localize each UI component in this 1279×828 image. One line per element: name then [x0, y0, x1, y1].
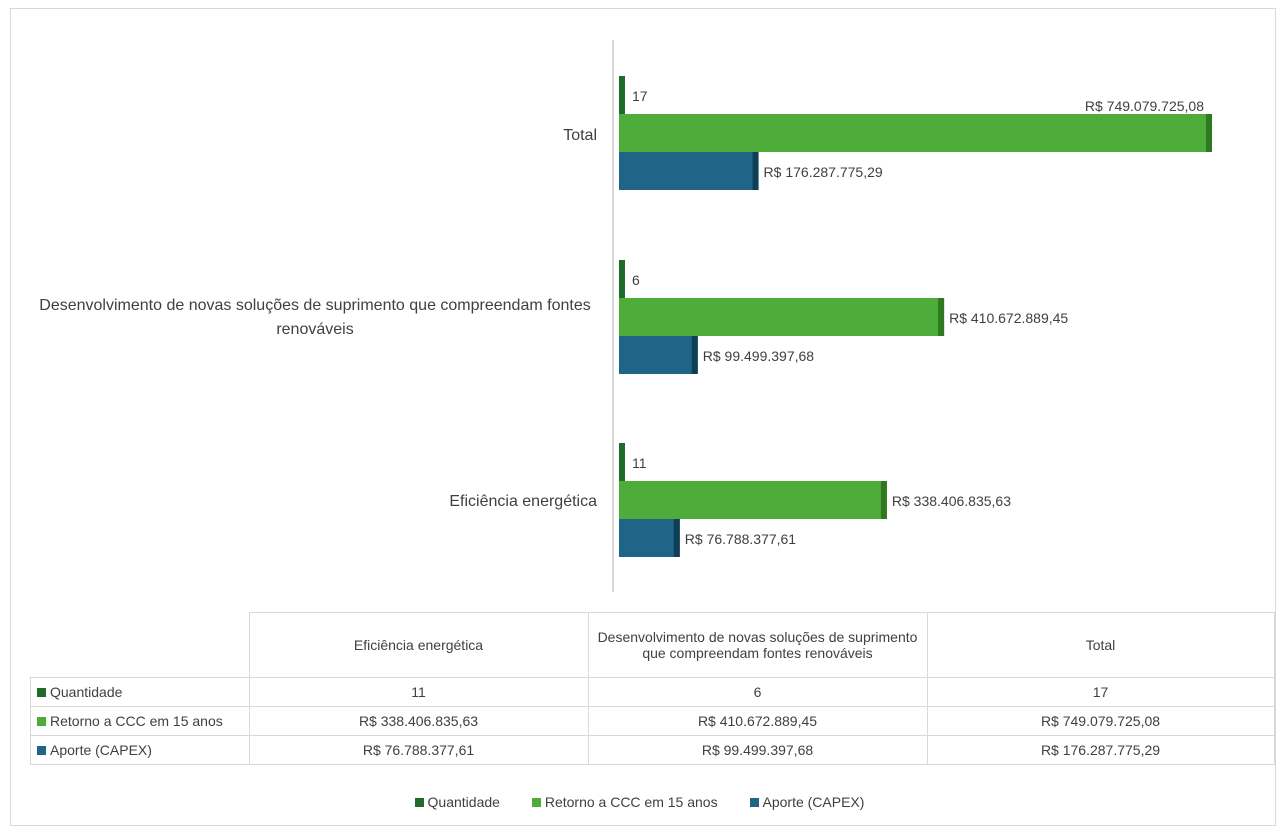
bar-quantidade-2	[619, 76, 625, 114]
data-label: R$ 99.499.397,68	[703, 348, 815, 364]
data-label: 6	[632, 272, 640, 288]
legend-item: Retorno a CCC em 15 anos	[531, 794, 718, 810]
legend-swatch	[531, 798, 541, 807]
table-row: Retorno a CCC em 15 anos R$ 338.406.835,…	[30, 706, 1275, 736]
table-cell: R$ 410.672.889,45	[587, 706, 928, 736]
table-cell: 17	[926, 677, 1275, 707]
table-row: Aporte (CAPEX) R$ 76.788.377,61 R$ 99.49…	[30, 735, 1275, 765]
bar-retorno-a-ccc-em-15-anos-1	[619, 298, 945, 336]
table-row-label: Quantidade	[30, 677, 250, 707]
category-label-eficiencia: Eficiência energética	[449, 493, 597, 510]
data-label: 17	[632, 88, 648, 104]
category-label-total: Total	[563, 127, 597, 144]
table-header: Desenvolvimento de novas soluções de sup…	[587, 612, 928, 678]
data-label: 11	[632, 455, 647, 471]
bar-retorno-a-ccc-em-15-anos-0	[619, 481, 887, 519]
table-cell: R$ 749.079.725,08	[926, 706, 1275, 736]
data-label: R$ 749.079.725,08	[1085, 98, 1204, 114]
table-row-label: Aporte (CAPEX)	[30, 735, 250, 765]
table-row: Quantidade 11 6 17	[30, 677, 1275, 707]
table-header: Total	[926, 612, 1275, 678]
table-cell: R$ 99.499.397,68	[587, 735, 928, 765]
data-label: R$ 76.788.377,61	[685, 531, 797, 547]
legend-item: Quantidade	[414, 794, 500, 810]
table-cell: 11	[248, 677, 589, 707]
bar-edge	[880, 481, 887, 519]
bar-edge	[938, 298, 945, 336]
bar-chart: 11 R$ 338.406.835,63 R$ 76.788.377,61 6 R$ 4…	[612, 40, 1212, 592]
bar-retorno-a-ccc-em-15-anos-2	[619, 114, 1212, 152]
legend-item: Aporte (CAPEX)	[749, 794, 864, 810]
category-label-renovaveis: Desenvolvimento de novas soluções de sup…	[39, 297, 591, 338]
bar-quantidade-1	[619, 260, 625, 298]
table-cell: R$ 176.287.775,29	[926, 735, 1275, 765]
bar-aporte-capex--1	[619, 336, 698, 374]
swatch-retorno	[37, 717, 46, 726]
legend-swatch	[749, 798, 759, 807]
table-row-label: Retorno a CCC em 15 anos	[30, 706, 250, 736]
bar-quantidade-0	[619, 443, 625, 481]
table-corner	[30, 612, 250, 678]
swatch-aporte	[37, 746, 46, 755]
data-table: Eficiência energética Desenvolvimento de…	[30, 612, 1275, 765]
bar-aporte-capex--2	[619, 152, 759, 190]
table-cell: R$ 76.788.377,61	[248, 735, 589, 765]
data-label: R$ 410.672.889,45	[949, 310, 1068, 326]
data-label: R$ 176.287.775,29	[764, 164, 883, 180]
legend-swatch	[414, 798, 424, 807]
bar-aporte-capex--0	[619, 519, 680, 557]
table-cell: 6	[587, 677, 928, 707]
bar-edge	[752, 152, 759, 190]
data-label: R$ 338.406.835,63	[892, 493, 1011, 509]
bar-edge	[673, 519, 680, 557]
legend: Quantidade Retorno a CCC em 15 anos Apor…	[0, 794, 1279, 810]
table-header: Eficiência energética	[248, 612, 589, 678]
chart-frame	[10, 8, 1276, 826]
bar-edge	[691, 336, 698, 374]
table-cell: R$ 338.406.835,63	[248, 706, 589, 736]
swatch-quantidade	[37, 688, 46, 697]
bar-edge	[1206, 114, 1212, 152]
